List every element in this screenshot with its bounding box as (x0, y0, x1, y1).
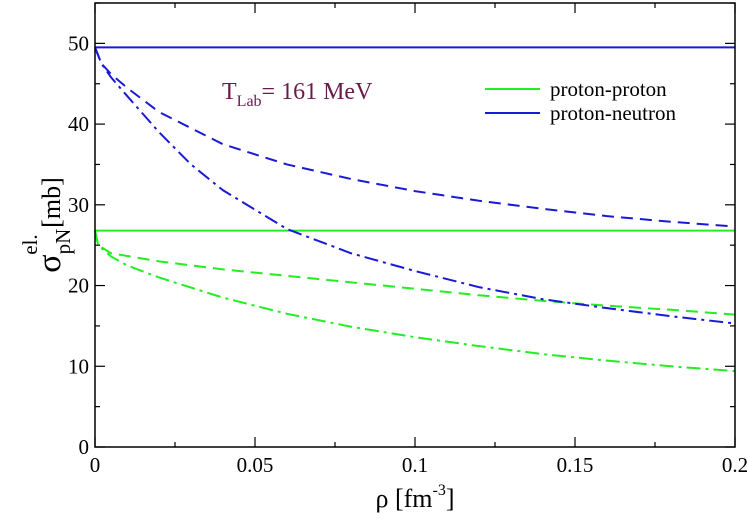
series-proton-neutron-dashed (94, 47, 736, 228)
legend: proton-proton proton-neutron (485, 77, 676, 125)
y-tick-label: 30 (68, 193, 89, 217)
plot-frame (94, 2, 736, 448)
x-axis-title-main: ρ [fm (375, 484, 432, 513)
energy-annotation-value: = 161 MeV (262, 79, 374, 105)
y-tick-label: 0 (79, 435, 90, 459)
series-layer (94, 46, 736, 373)
x-axis-title-end: ] (446, 484, 455, 513)
y-axis-title-subscript: pN (51, 229, 75, 255)
y-tick-label: 20 (68, 274, 89, 298)
x-axis-title: ρ [fm-3] (375, 482, 454, 513)
energy-annotation-T: T (222, 79, 237, 105)
legend-label-proton-proton: proton-proton (550, 77, 667, 101)
y-axis-title-main: σ (31, 254, 68, 272)
y-tick-label: 40 (68, 112, 89, 136)
y-axis-title: σpN el. [mb] (18, 177, 75, 272)
y-axis-title-superscript: el. (18, 234, 42, 254)
y-tick-label: 50 (68, 31, 89, 55)
series-proton-proton-dashdot (94, 230, 736, 373)
x-tick-label: 0.05 (237, 453, 274, 477)
x-tick-label: 0.1 (402, 453, 428, 477)
x-tick-label: 0.2 (722, 453, 747, 477)
energy-annotation-subscript: Lab (237, 93, 262, 110)
x-axis-title-superscript: -3 (433, 482, 446, 499)
series-proton-neutron-dashdot (94, 47, 736, 325)
tick-layer: 0 0.05 0.1 0.15 0.2 0 10 20 30 40 50 (68, 2, 747, 477)
y-axis-title-unit: [mb] (37, 177, 66, 234)
x-tick-label: 0 (90, 453, 101, 477)
energy-annotation: TLab= 161 MeV (222, 79, 373, 110)
x-tick-label: 0.15 (557, 453, 594, 477)
y-tick-label: 10 (68, 354, 89, 378)
legend-label-proton-neutron: proton-neutron (550, 101, 676, 125)
series-proton-proton-dashed (94, 230, 736, 316)
